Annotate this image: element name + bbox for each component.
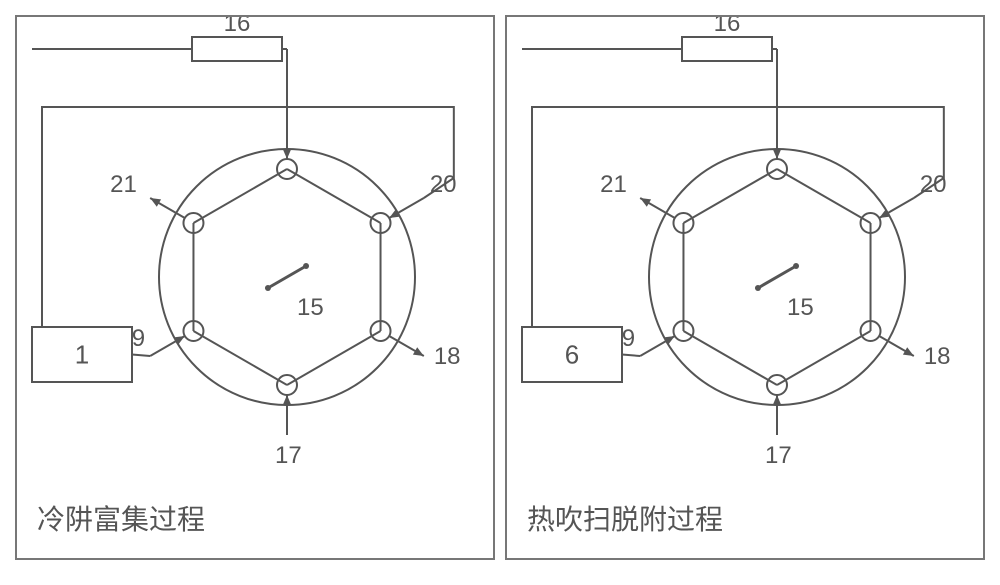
caption-left: 冷阱富集过程 xyxy=(37,498,205,538)
svg-text:15: 15 xyxy=(297,294,324,321)
svg-text:17: 17 xyxy=(765,442,792,469)
svg-text:16: 16 xyxy=(224,17,251,37)
svg-text:17: 17 xyxy=(275,442,302,469)
svg-text:6: 6 xyxy=(565,340,579,370)
svg-text:1: 1 xyxy=(75,340,89,370)
panel-right: 151718196202116 热吹扫脱附过程 xyxy=(505,15,985,560)
panel-left: 151718191202116 冷阱富集过程 xyxy=(15,15,495,560)
right-svg: 151718196202116 xyxy=(507,17,987,517)
svg-text:15: 15 xyxy=(787,294,814,321)
caption-right: 热吹扫脱附过程 xyxy=(527,498,723,538)
svg-text:18: 18 xyxy=(924,343,951,370)
diagram-container: 151718191202116 冷阱富集过程 151718196202116 热… xyxy=(0,0,1000,585)
svg-text:16: 16 xyxy=(714,17,741,37)
left-svg: 151718191202116 xyxy=(17,17,497,517)
svg-text:21: 21 xyxy=(110,171,137,198)
svg-text:18: 18 xyxy=(434,343,461,370)
svg-text:21: 21 xyxy=(600,171,627,198)
